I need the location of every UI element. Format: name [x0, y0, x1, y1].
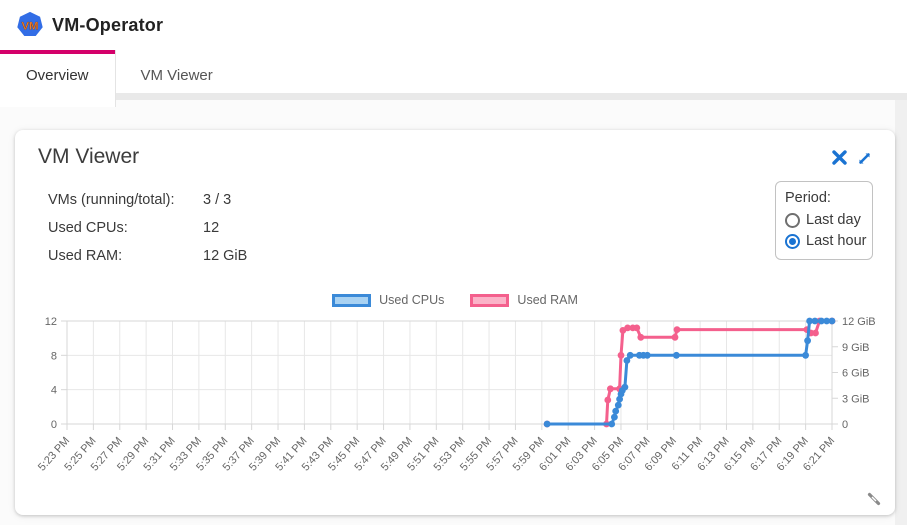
radio-label: Last day — [806, 212, 861, 228]
svg-text:0: 0 — [842, 419, 848, 431]
radio-circle-checked-icon — [785, 233, 800, 249]
usage-chart-canvas[interactable]: 0 4 8 12 0 3 GiB 6 GiB 9 GiB 12 GiB 5:23 PM 5:25 P… — [29, 293, 889, 498]
legend-item-ram[interactable]: Used RAM — [470, 293, 578, 307]
radio-last-hour[interactable]: Last hour — [785, 233, 867, 249]
card-title: VM Viewer — [38, 145, 140, 168]
tab-overview[interactable]: Overview — [0, 50, 115, 107]
expand-icon[interactable] — [856, 150, 873, 167]
stat-label: Used RAM: — [48, 248, 123, 264]
vertical-scrollbar[interactable] — [895, 100, 907, 525]
resize-handle-icon[interactable] — [866, 491, 882, 507]
radio-last-day[interactable]: Last day — [785, 212, 863, 228]
svg-text:6 GiB: 6 GiB — [842, 368, 870, 380]
radio-circle-icon — [785, 212, 800, 228]
app-header: VM VM-Operator — [0, 0, 907, 50]
ram-legend-swatch — [470, 293, 510, 307]
svg-text:8: 8 — [51, 350, 57, 362]
stat-value: 3 / 3 — [203, 192, 232, 208]
tabbar-bottom-band — [0, 93, 907, 100]
svg-text:9 GiB: 9 GiB — [842, 342, 870, 354]
period-selector: Period: Last day Last hour — [775, 181, 873, 260]
app-title: VM-Operator — [52, 14, 164, 35]
tab-vm-viewer[interactable]: VM Viewer — [115, 50, 239, 100]
legend-label: Used RAM — [517, 293, 578, 307]
tab-vm-viewer-label: VM Viewer — [140, 66, 213, 84]
vm-operator-logo-icon: VM — [17, 11, 43, 36]
svg-text:VM: VM — [21, 20, 38, 32]
tab-bar: Overview VM Viewer — [0, 50, 907, 107]
stat-row-vms: VMs (running/total): 3 / 3 — [48, 186, 247, 214]
stat-value: 12 — [203, 220, 220, 236]
stat-row-cpus: Used CPUs: 12 — [48, 214, 247, 242]
svg-text:3 GiB: 3 GiB — [842, 393, 870, 405]
stat-label: Used CPUs: — [48, 220, 128, 236]
tab-overview-label: Overview — [26, 66, 89, 84]
chart-legend: Used CPUs Used RAM — [15, 293, 895, 307]
svg-text:0: 0 — [51, 419, 57, 431]
radio-label: Last hour — [806, 233, 867, 249]
period-label: Period: — [785, 190, 831, 206]
stat-row-ram: Used RAM: 12 GiB — [48, 242, 247, 270]
stat-value: 12 GiB — [203, 248, 248, 264]
cpu-legend-swatch — [332, 293, 372, 307]
vm-stats: VMs (running/total): 3 / 3 Used CPUs: 12… — [48, 186, 247, 270]
svg-text:12 GiB: 12 GiB — [842, 316, 876, 328]
tab-panel-overview: VM Viewer VMs (running/total): 3 / 3 Use… — [0, 100, 907, 525]
legend-label: Used CPUs — [379, 293, 445, 307]
vm-viewer-card: VM Viewer VMs (running/total): 3 / 3 Use… — [15, 130, 895, 515]
legend-item-cpus[interactable]: Used CPUs — [332, 293, 444, 307]
svg-text:12: 12 — [45, 316, 57, 328]
svg-text:4: 4 — [51, 385, 57, 397]
stat-label: VMs (running/total): — [48, 192, 175, 208]
close-icon[interactable] — [832, 150, 847, 165]
